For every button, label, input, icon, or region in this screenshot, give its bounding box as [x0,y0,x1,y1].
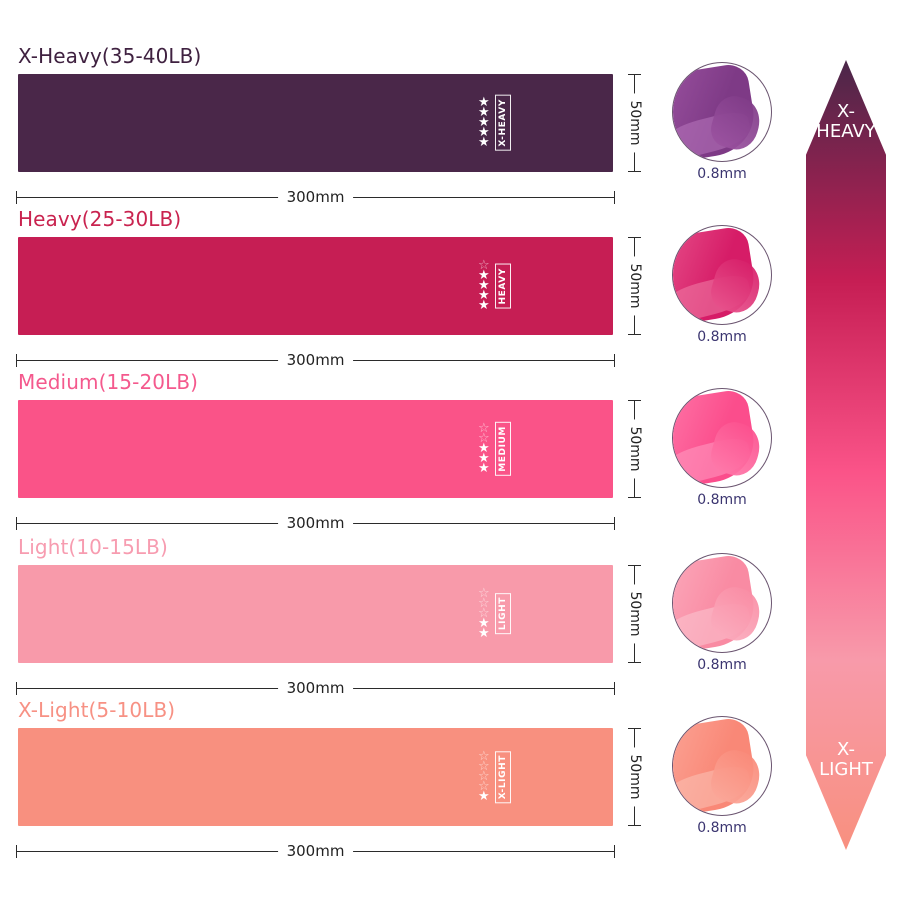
width-dimension: 300mm [16,512,615,534]
width-dimension: 300mm [16,840,615,862]
width-dimension: 300mm [16,349,615,371]
thickness-label: 0.8mm [697,820,747,836]
resistance-band [18,565,613,663]
dimension-cap-left [16,517,17,530]
dimension-cap-right [614,845,615,858]
dimension-cap-bottom [628,171,641,172]
resistance-band [18,400,613,498]
dimension-cap-top [628,728,641,729]
resistance-band [18,74,613,172]
dimension-cap-bottom [628,497,641,498]
band-title: Light(10-15LB) [18,535,168,559]
height-dimension: 50mm [622,565,648,663]
dimension-cap-left [16,354,17,367]
width-label: 300mm [277,512,354,534]
band-title: X-Light(5-10LB) [18,698,176,722]
band-title: Medium(15-20LB) [18,370,199,394]
dimension-cap-top [628,74,641,75]
dimension-cap-right [614,354,615,367]
width-label: 300mm [277,186,354,208]
thickness-detail-inset: 0.8mm [672,62,772,182]
detail-circle [672,225,772,325]
height-label: 50mm [627,584,643,644]
height-label: 50mm [627,419,643,479]
height-dimension: 50mm [622,237,648,335]
arrow-shaft [806,60,886,850]
arrow-top-label: X- HEAVY [816,101,876,143]
detail-circle [672,62,772,162]
dimension-cap-bottom [628,825,641,826]
thickness-detail-inset: 0.8mm [672,225,772,345]
detail-circle [672,553,772,653]
dimension-cap-right [614,517,615,530]
dimension-cap-right [614,191,615,204]
band-title: Heavy(25-30LB) [18,207,182,231]
thickness-label: 0.8mm [697,329,747,345]
resistance-band [18,728,613,826]
thickness-detail-inset: 0.8mm [672,716,772,836]
resistance-band [18,237,613,335]
dimension-cap-top [628,237,641,238]
height-label: 50mm [627,747,643,807]
width-label: 300mm [277,677,354,699]
width-label: 300mm [277,349,354,371]
width-dimension: 300mm [16,186,615,208]
width-dimension: 300mm [16,677,615,699]
height-dimension: 50mm [622,728,648,826]
dimension-cap-left [16,191,17,204]
dimension-cap-left [16,845,17,858]
detail-circle [672,716,772,816]
height-dimension: 50mm [622,74,648,172]
dimension-cap-top [628,565,641,566]
detail-circle [672,388,772,488]
dimension-cap-right [614,682,615,695]
height-label: 50mm [627,256,643,316]
width-label: 300mm [277,840,354,862]
dimension-cap-top [628,400,641,401]
thickness-detail-inset: 0.8mm [672,388,772,508]
height-dimension: 50mm [622,400,648,498]
thickness-label: 0.8mm [697,657,747,673]
thickness-label: 0.8mm [697,492,747,508]
thickness-detail-inset: 0.8mm [672,553,772,673]
band-title: X-Heavy(35-40LB) [18,44,202,68]
height-label: 50mm [627,93,643,153]
arrow-bottom-label: X- LIGHT [819,738,873,780]
resistance-scale-arrow: X- HEAVY X- LIGHT [806,60,886,850]
dimension-cap-bottom [628,662,641,663]
dimension-cap-left [16,682,17,695]
thickness-label: 0.8mm [697,166,747,182]
dimension-cap-bottom [628,334,641,335]
